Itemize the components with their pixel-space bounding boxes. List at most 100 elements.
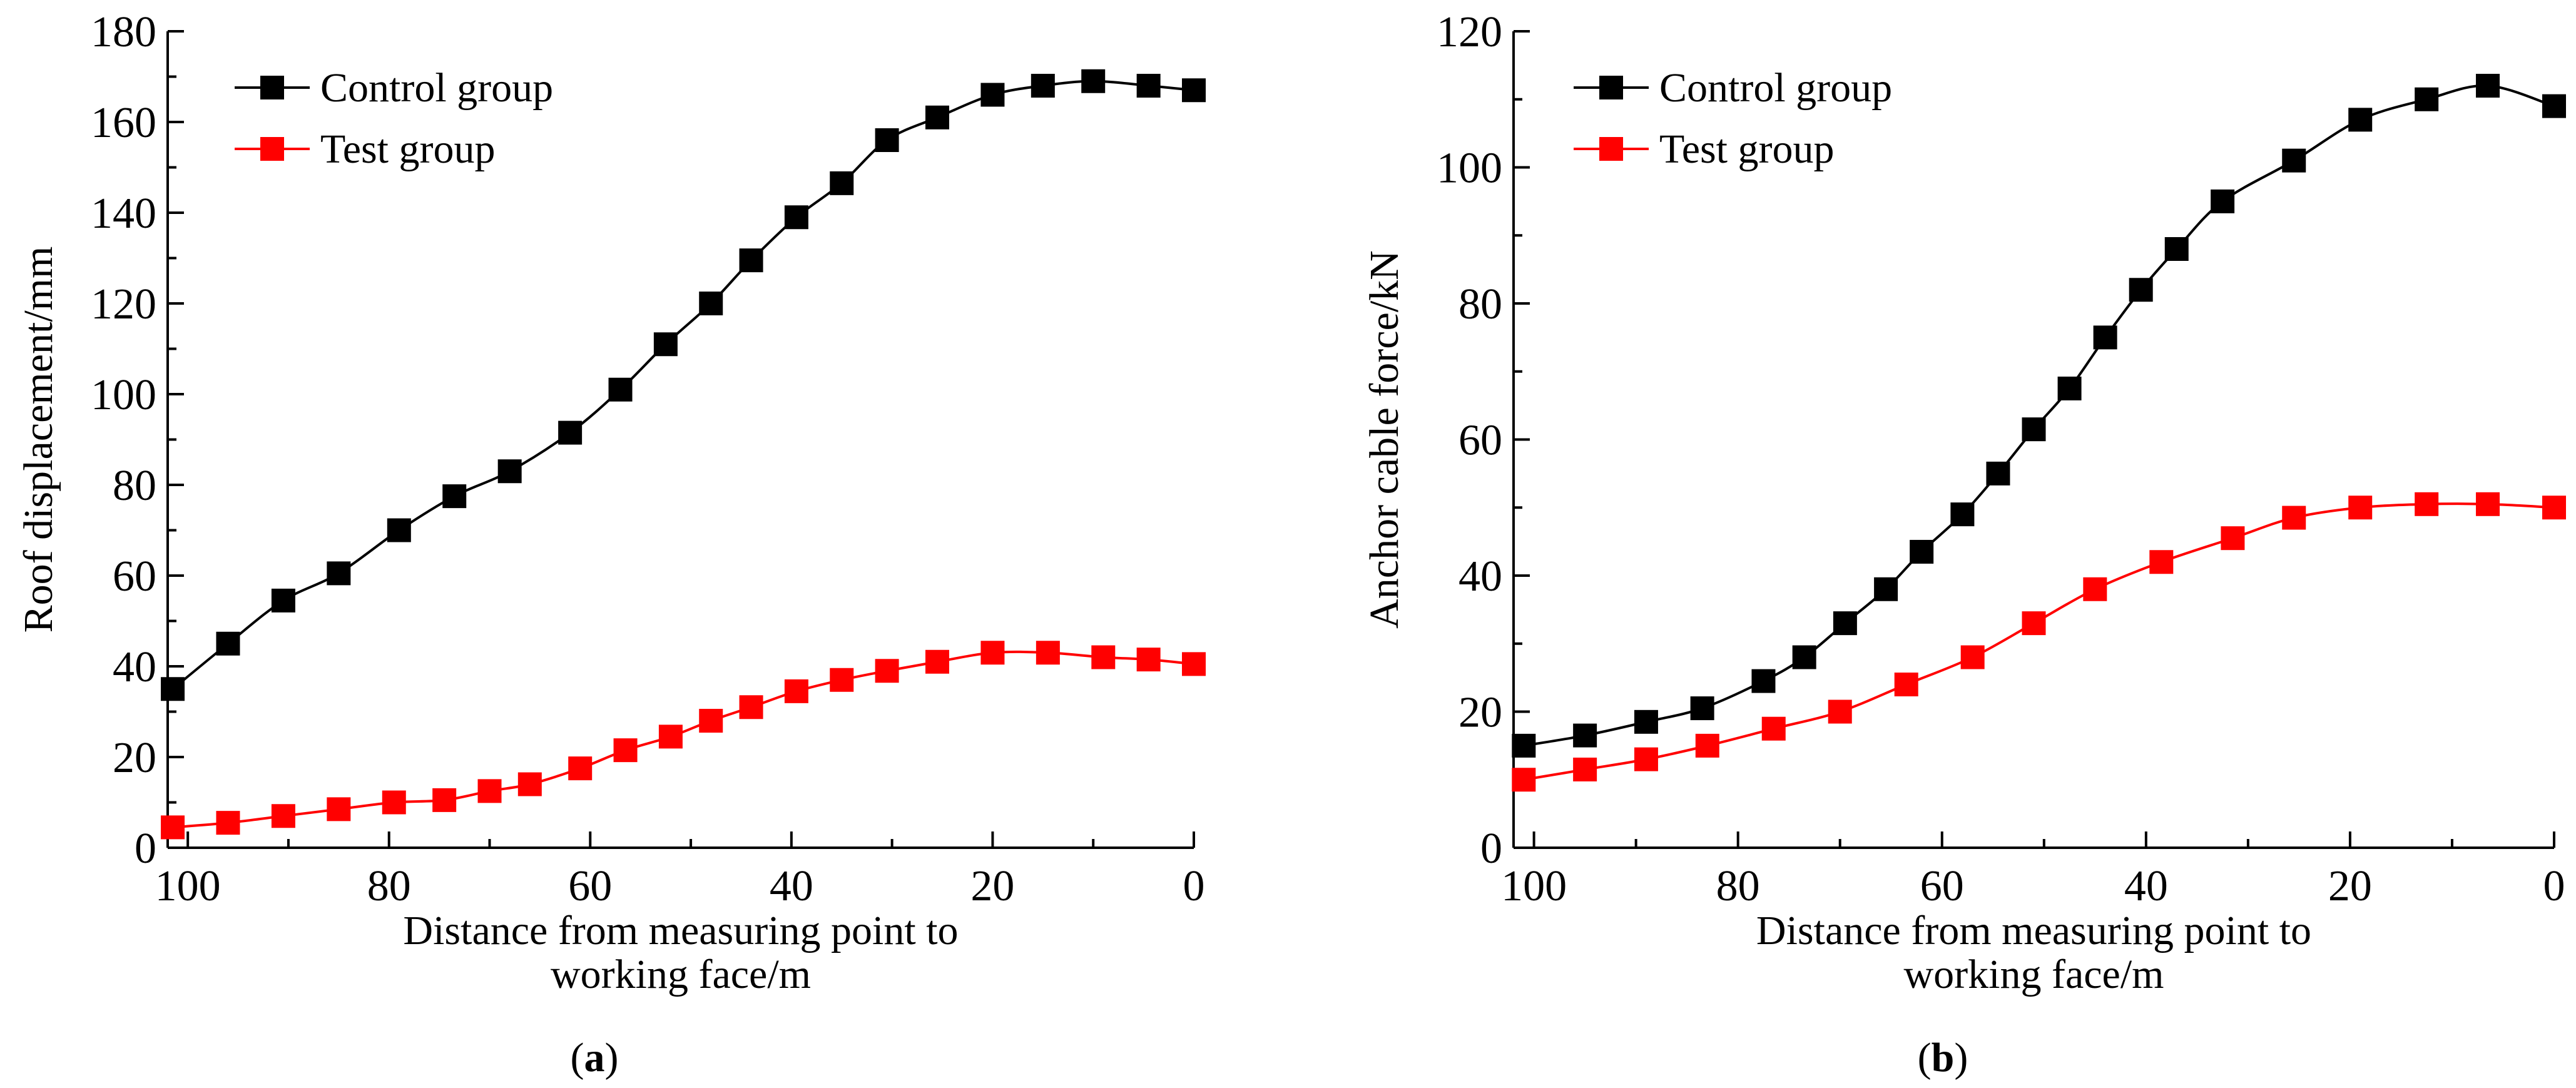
control-group-marker xyxy=(387,518,411,542)
control-group-marker xyxy=(442,484,467,509)
x-tick-label: 0 xyxy=(2543,862,2565,910)
control-group-marker xyxy=(161,677,185,701)
test-group-marker xyxy=(1512,768,1536,792)
control-group-marker xyxy=(1634,709,1658,734)
control-group-marker xyxy=(980,83,1005,107)
y-tick-label: 0 xyxy=(1480,825,1502,873)
test-group-marker xyxy=(1634,747,1658,771)
y-tick-label: 0 xyxy=(135,825,156,873)
test-group-marker xyxy=(875,659,899,683)
test-group-marker xyxy=(2022,611,2046,636)
control-group-marker xyxy=(216,631,240,656)
test-group-marker xyxy=(2282,506,2306,530)
x-tick-label: 60 xyxy=(1920,862,1964,910)
control-group-marker xyxy=(2282,148,2306,173)
control-group-marker xyxy=(1182,78,1206,103)
test-group-marker xyxy=(517,772,542,796)
control-group-marker xyxy=(1910,539,1934,564)
series-line-test-group xyxy=(172,650,1194,829)
y-tick-label: 80 xyxy=(1459,280,1502,328)
series-line-control-group xyxy=(171,79,1194,690)
test-group-marker xyxy=(382,790,406,815)
test-group-marker xyxy=(327,797,351,821)
y-tick-label: 40 xyxy=(1459,552,1502,601)
x-axis-title-line1: Distance from measuring point to xyxy=(403,908,958,953)
control-group-marker xyxy=(739,248,763,273)
test-group-marker xyxy=(1573,757,1597,781)
test-group-marker xyxy=(1761,716,1786,741)
test-group-marker xyxy=(1960,645,1985,669)
panel-label-close: ) xyxy=(605,1035,619,1080)
chart-panel-b: 0 20 40 60 80 100 120 100 80 60 40 20 0 Distance from… xyxy=(1362,8,2566,1080)
test-group-marker xyxy=(2083,577,2107,601)
control-group-marker xyxy=(271,588,295,613)
test-group-marker xyxy=(739,695,763,719)
test-group-marker xyxy=(830,668,854,692)
control-group-marker xyxy=(653,332,678,357)
legend-marker xyxy=(1599,137,1623,161)
test-group-marker xyxy=(1894,673,1918,696)
control-group-marker xyxy=(2415,87,2439,111)
panel-label-open: ( xyxy=(571,1035,584,1080)
x-axis-title-line2: working face/m xyxy=(551,952,811,997)
control-group-marker xyxy=(2022,417,2046,442)
test-group-marker xyxy=(432,788,457,812)
y-tick-label: 100 xyxy=(1437,145,1502,193)
control-group-marker xyxy=(1573,723,1597,748)
x-tick-label: 100 xyxy=(155,862,221,910)
y-tick-label: 160 xyxy=(91,99,156,147)
control-group-marker xyxy=(1986,461,2010,486)
control-group-marker xyxy=(1081,69,1106,93)
control-group-marker xyxy=(1690,696,1714,721)
test-group-marker xyxy=(2415,492,2439,516)
x-tick-label: 40 xyxy=(2124,862,2168,910)
control-group-marker xyxy=(1751,669,1776,693)
panel-label: (a) xyxy=(571,1035,619,1080)
y-tick-label: 140 xyxy=(91,190,156,238)
test-group-marker xyxy=(980,641,1005,665)
control-group-marker xyxy=(1512,733,1536,758)
control-group-marker xyxy=(2348,108,2373,132)
y-tick-label: 100 xyxy=(91,371,156,419)
control-group-marker xyxy=(2129,278,2153,302)
control-group-marker xyxy=(558,420,583,445)
panel-label: (b) xyxy=(1918,1035,1968,1080)
control-group-marker xyxy=(875,128,899,152)
x-tick-label: 80 xyxy=(1716,862,1760,910)
control-group-marker xyxy=(2093,325,2117,350)
y-tick-label: 180 xyxy=(91,8,156,56)
panel-label-close: ) xyxy=(1954,1035,1968,1080)
y-axis-title: Roof displacement/mm xyxy=(16,247,61,633)
control-group-marker xyxy=(1833,611,1857,636)
control-group-marker xyxy=(497,459,522,484)
legend-marker xyxy=(260,137,284,161)
test-group-marker xyxy=(1036,641,1060,665)
legend-marker xyxy=(260,76,284,99)
test-group-marker xyxy=(271,804,295,828)
control-group-marker xyxy=(699,292,723,315)
control-group-marker xyxy=(327,561,351,586)
test-group-marker xyxy=(613,738,638,763)
test-group-marker xyxy=(1695,733,1719,758)
y-tick-label: 60 xyxy=(1459,417,1502,465)
series-line-test-group xyxy=(1523,502,2555,781)
test-group-marker xyxy=(2476,492,2500,516)
test-group-marker xyxy=(1136,648,1161,672)
x-tick-label: 20 xyxy=(970,862,1014,910)
y-tick-label: 120 xyxy=(1437,8,1502,56)
x-tick-label: 0 xyxy=(1183,862,1205,910)
panel-label-letter: b xyxy=(1932,1035,1955,1080)
test-group-marker xyxy=(699,709,723,733)
test-group-marker xyxy=(216,811,240,835)
x-tick-label: 100 xyxy=(1501,862,1567,910)
test-group-marker xyxy=(2221,526,2245,551)
y-tick-label: 20 xyxy=(1459,689,1502,737)
test-group-marker xyxy=(1091,645,1116,669)
test-group-marker xyxy=(477,779,502,803)
x-tick-label: 80 xyxy=(367,862,411,910)
control-group-marker xyxy=(2164,237,2189,261)
x-tick-label: 20 xyxy=(2328,862,2372,910)
control-group-marker xyxy=(925,105,949,130)
test-group-marker xyxy=(2348,496,2373,520)
